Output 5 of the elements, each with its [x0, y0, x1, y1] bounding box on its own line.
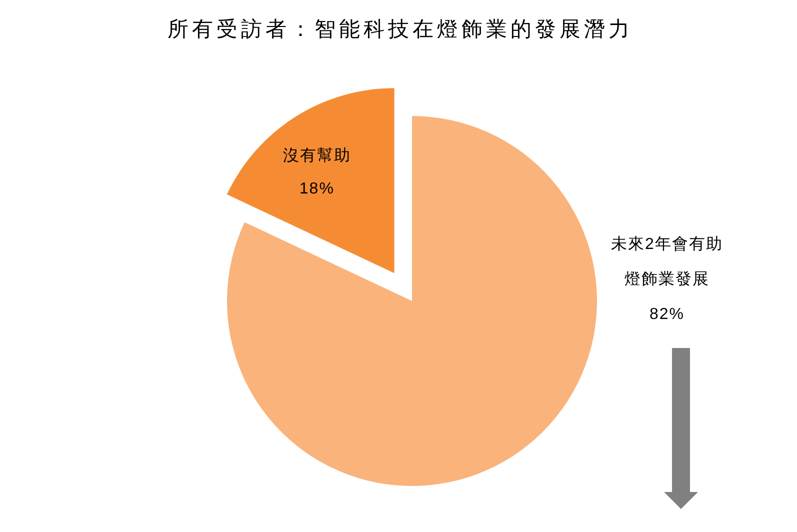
slice-label: 沒有幫助 — [282, 146, 351, 164]
data-label: 82% — [649, 306, 685, 323]
slice-label: 未來2年會有助燈飾業發展 — [611, 235, 723, 288]
data-label: 18% — [299, 180, 334, 198]
chart-title: 所有受訪者：智能科技在燈飾業的發展潛力 — [167, 18, 633, 41]
